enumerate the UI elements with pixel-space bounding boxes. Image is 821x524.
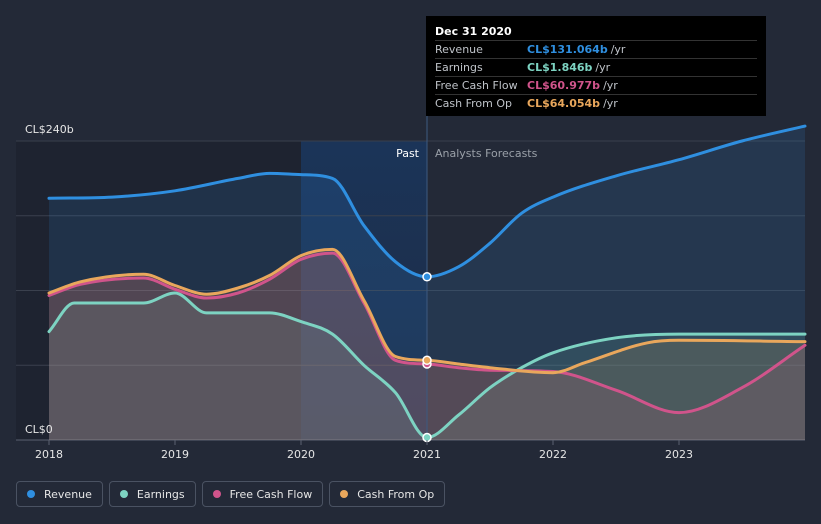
- tooltip-unit: /yr: [595, 61, 611, 74]
- x-tick-label: 2021: [413, 448, 441, 461]
- legend-dot-icon: [212, 490, 221, 498]
- gridlines: [16, 140, 805, 441]
- x-tick-label: 2023: [665, 448, 693, 461]
- series-lines: [47, 124, 807, 439]
- forecast-label: Analysts Forecasts: [435, 147, 538, 160]
- y-axis-bottom-label: CL$0: [25, 423, 53, 436]
- tooltip-date: Dec 31 2020: [435, 25, 512, 38]
- x-tick-label: 2018: [35, 448, 63, 461]
- x-axis: 2018 2019 2020 2021 2022 2023: [35, 440, 693, 461]
- area-free-cash-flow: [49, 253, 805, 440]
- tooltip-value: CL$131.064b: [527, 43, 608, 56]
- tooltip-row-cash-from-op: Cash From Op CL$64.054b /yr: [435, 94, 757, 112]
- tooltip-label: Free Cash Flow: [435, 79, 518, 92]
- x-tick-label: 2020: [287, 448, 315, 461]
- legend-item-free-cash-flow[interactable]: Free Cash Flow: [201, 481, 324, 507]
- tooltip-label: Revenue: [435, 43, 483, 56]
- tooltip: Dec 31 2020 Revenue CL$131.064b /yr Earn…: [426, 16, 766, 116]
- area-earnings: [49, 293, 805, 440]
- tooltip-row-free-cash-flow: Free Cash Flow CL$60.977b /yr: [435, 76, 757, 94]
- legend-dot-icon: [340, 490, 349, 498]
- tooltip-unit: /yr: [603, 79, 618, 92]
- tooltip-value: CL$64.054b: [527, 97, 601, 110]
- tooltip-value: CL$1.846b: [527, 61, 593, 74]
- area-cash-from-op: [49, 249, 805, 440]
- tooltip-row-earnings: Earnings CL$1.846b /yr: [435, 58, 757, 76]
- legend-label: Free Cash Flow: [229, 487, 313, 501]
- legend-item-cash-from-op[interactable]: Cash From Op: [329, 481, 446, 507]
- legend-item-revenue[interactable]: Revenue: [16, 481, 103, 507]
- legend-dot-icon: [27, 490, 35, 498]
- tooltip-label: Earnings: [435, 61, 483, 74]
- past-label: Past: [396, 147, 420, 160]
- hover-markers: [422, 272, 432, 443]
- tooltip-row-revenue: Revenue CL$131.064b /yr: [435, 40, 757, 58]
- legend-label: Earnings: [136, 487, 185, 501]
- line-cash-from-op: [47, 247, 807, 375]
- legend: Revenue Earnings Free Cash Flow Cash Fro…: [16, 481, 446, 507]
- legend-label: Revenue: [44, 487, 92, 501]
- x-tick-label: 2022: [539, 448, 567, 461]
- line-earnings: [47, 291, 807, 439]
- tooltip-unit: /yr: [603, 97, 618, 110]
- legend-label: Cash From Op: [357, 487, 435, 501]
- x-tick-label: 2019: [161, 448, 189, 461]
- line-revenue: [47, 124, 807, 279]
- marker-cash-from-op: [422, 355, 432, 366]
- y-axis-top-label: CL$240b: [25, 123, 74, 136]
- legend-dot-icon: [119, 490, 128, 498]
- tooltip-unit: /yr: [610, 43, 626, 56]
- tooltip-value: CL$60.977b: [527, 79, 601, 92]
- legend-item-earnings[interactable]: Earnings: [108, 481, 196, 507]
- tooltip-label: Cash From Op: [435, 97, 513, 110]
- marker-revenue: [422, 272, 432, 282]
